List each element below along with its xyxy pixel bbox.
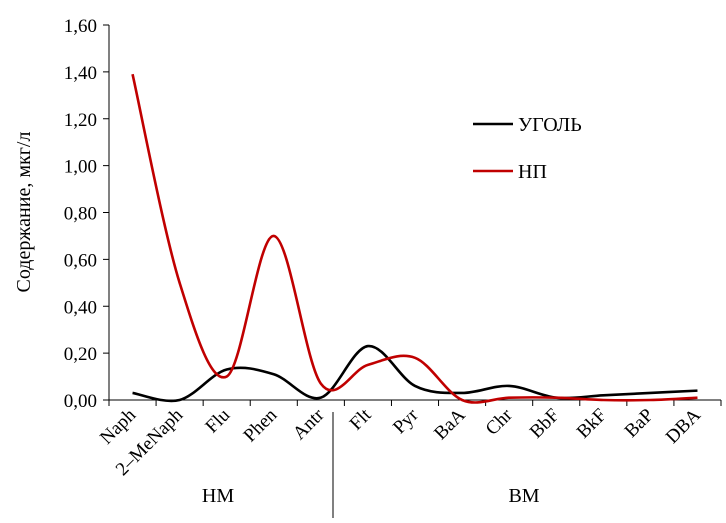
legend: УГОЛЬ НП [473,114,582,183]
group-label: НМ [202,485,234,507]
y-tick-label: 1,20 [64,110,97,131]
x-tick-label: Phen [240,404,282,446]
series-layer [131,73,698,404]
y-tick-label: 0,20 [64,344,97,365]
y-tick-label: 0,80 [64,204,97,225]
x-tick-label: BkF [573,405,611,443]
x-tick-label: Flt [346,404,376,434]
x-tick-label: DBA [662,404,705,447]
y-tick-label: 1,40 [64,63,97,84]
y-tick-label: 1,60 [64,16,97,37]
series-line-oil [131,73,698,404]
y-axis-label: Содержание, мкг/л [13,132,35,293]
x-tick-label: Flu [201,404,234,437]
group-labels: НМ ВМ [202,412,540,518]
x-tick-label: BaP [621,405,658,442]
legend-label: УГОЛЬ [518,114,582,136]
group-label: ВМ [508,485,539,507]
legend-label: НП [518,161,547,183]
x-tick-label: Chr [482,404,517,439]
y-tick-label: 1,00 [64,157,97,178]
y-tick-label: 0,40 [64,297,97,318]
y-axis: 0,00 0,20 0,40 0,60 0,80 1,00 1,20 1,40 1,60 [64,16,110,412]
x-tick-label: BbF [526,405,564,443]
y-tick-label: 0,00 [64,391,97,412]
x-tick-label: Antr [289,404,329,444]
x-tick-label: BaA [430,404,470,444]
x-tick-label: Pyr [389,404,423,438]
y-tick-label: 0,60 [64,250,97,271]
